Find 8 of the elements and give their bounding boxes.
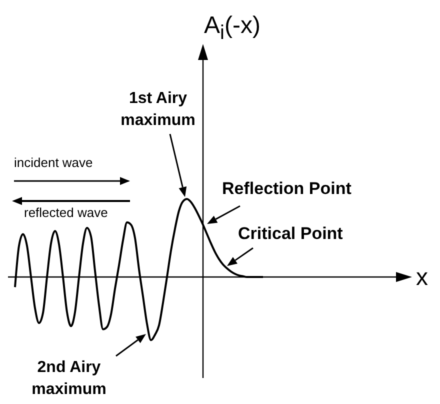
text: 1st Airy maximum [120, 89, 196, 131]
text: incident wave [14, 154, 94, 172]
text: 2nd Airy maximum [30, 358, 108, 400]
text: Reflection Point [222, 178, 352, 200]
text: x [416, 263, 429, 293]
annotation: reflected wave [24, 204, 109, 222]
text: A$_{i}$(-x) [204, 11, 262, 46]
annotation: Critical Point [238, 223, 344, 245]
